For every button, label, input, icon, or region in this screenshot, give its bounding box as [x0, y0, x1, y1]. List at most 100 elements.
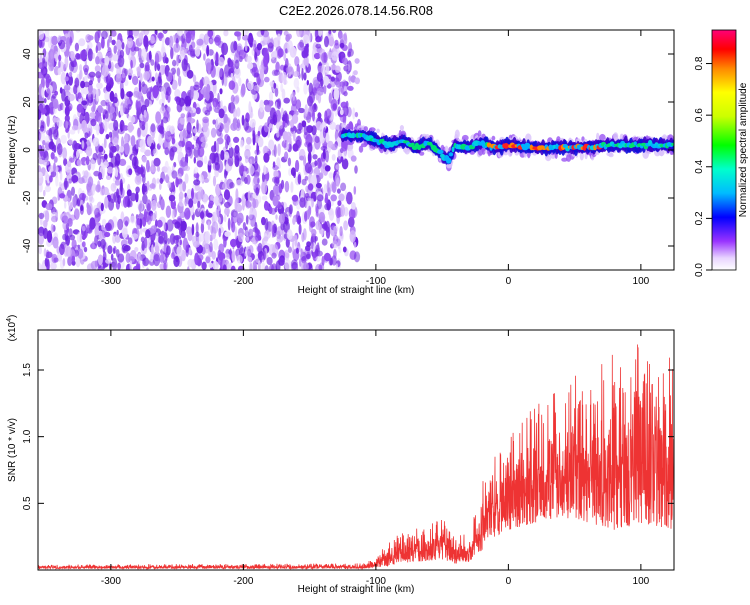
- noise-blob: [48, 141, 55, 150]
- noise-blob: [193, 156, 196, 164]
- noise-blob: [51, 35, 58, 46]
- noise-blob: [283, 97, 291, 104]
- noise-blob: [119, 145, 125, 153]
- noise-blob: [165, 205, 172, 218]
- noise-blob: [141, 83, 148, 95]
- noise-blob: [221, 42, 229, 56]
- noise-blob: [130, 192, 137, 202]
- noise-blob: [102, 161, 109, 168]
- noise-blob: [172, 181, 175, 193]
- noise-blob: [52, 236, 59, 249]
- noise-blob: [311, 125, 317, 136]
- noise-blob: [207, 221, 211, 231]
- noise-blob: [178, 75, 182, 87]
- noise-blob: [124, 142, 130, 155]
- noise-blob: [160, 230, 166, 237]
- noise-blob: [180, 113, 186, 119]
- noise-blob: [213, 101, 217, 112]
- noise-blob: [105, 258, 112, 264]
- noise-blob: [44, 210, 50, 223]
- noise-blob: [182, 181, 187, 192]
- noise-blob: [66, 37, 71, 50]
- noise-blob: [114, 235, 121, 243]
- noise-blob: [228, 146, 234, 159]
- noise-blob: [271, 263, 278, 270]
- noise-blob: [135, 186, 140, 194]
- noise-blob: [187, 229, 193, 242]
- noise-blob: [164, 130, 172, 143]
- noise-blob: [249, 118, 256, 128]
- noise-blob: [130, 59, 133, 69]
- noise-blob: [248, 214, 256, 221]
- noise-blob: [304, 211, 308, 222]
- noise-blob: [303, 262, 309, 270]
- noise-blob: [145, 121, 149, 132]
- noise-blob: [272, 161, 276, 168]
- noise-blob: [254, 229, 261, 242]
- noise-blob: [169, 147, 175, 161]
- noise-blob: [58, 60, 61, 69]
- noise-blob: [149, 183, 156, 189]
- noise-blob: [276, 120, 284, 131]
- noise-blob: [327, 140, 334, 148]
- noise-blob: [314, 236, 318, 242]
- noise-blob: [248, 101, 252, 114]
- noise-blob: [241, 195, 246, 208]
- spectrogram-x-tick-label: 100: [633, 276, 650, 287]
- noise-blob: [255, 136, 259, 143]
- band-hotspot: [351, 132, 356, 139]
- noise-blob: [304, 192, 310, 199]
- colorbar-tick-label: 0.4: [694, 159, 705, 173]
- noise-blob: [101, 36, 105, 49]
- band-halo: [596, 132, 600, 141]
- noise-blob: [297, 215, 301, 225]
- noise-blob: [328, 30, 332, 35]
- noise-blob: [243, 118, 249, 131]
- noise-blob: [257, 137, 264, 148]
- noise-blob: [134, 247, 139, 252]
- noise-blob: [42, 227, 49, 240]
- noise-blob: [92, 137, 100, 147]
- noise-blob: [141, 155, 147, 163]
- noise-blob: [205, 256, 211, 264]
- noise-blob: [69, 71, 73, 78]
- noise-blob: [127, 124, 135, 132]
- noise-blob: [127, 199, 131, 208]
- noise-blob: [256, 245, 262, 253]
- noise-blob: [103, 137, 107, 149]
- noise-blob: [107, 166, 114, 174]
- noise-blob: [58, 39, 66, 50]
- noise-blob: [349, 230, 356, 243]
- noise-blob: [71, 175, 79, 183]
- noise-blob: [186, 117, 194, 125]
- noise-blob: [48, 48, 55, 60]
- noise-blob: [313, 79, 319, 88]
- noise-blob: [325, 62, 330, 75]
- noise-blob: [213, 152, 220, 166]
- noise-blob: [280, 83, 284, 93]
- noise-blob: [205, 58, 212, 68]
- noise-blob: [274, 87, 279, 98]
- noise-blob: [104, 110, 109, 120]
- noise-blob: [205, 209, 209, 217]
- noise-blob: [211, 221, 219, 234]
- noise-blob: [272, 114, 278, 126]
- noise-blob: [137, 199, 144, 213]
- noise-blob: [299, 258, 302, 267]
- noise-blob: [129, 260, 133, 270]
- noise-blob: [311, 198, 314, 208]
- noise-blob: [196, 119, 199, 133]
- noise-blob: [83, 246, 88, 253]
- noise-blob: [180, 220, 183, 233]
- noise-blob: [275, 260, 281, 270]
- noise-blob: [59, 171, 63, 181]
- noise-blob: [229, 59, 236, 72]
- noise-blob: [114, 167, 119, 178]
- noise-blob: [227, 156, 234, 167]
- noise-blob: [159, 254, 165, 263]
- noise-blob: [248, 164, 255, 175]
- noise-blob: [202, 123, 208, 133]
- noise-blob: [145, 229, 151, 239]
- noise-blob: [324, 165, 331, 172]
- noise-blob: [298, 107, 305, 114]
